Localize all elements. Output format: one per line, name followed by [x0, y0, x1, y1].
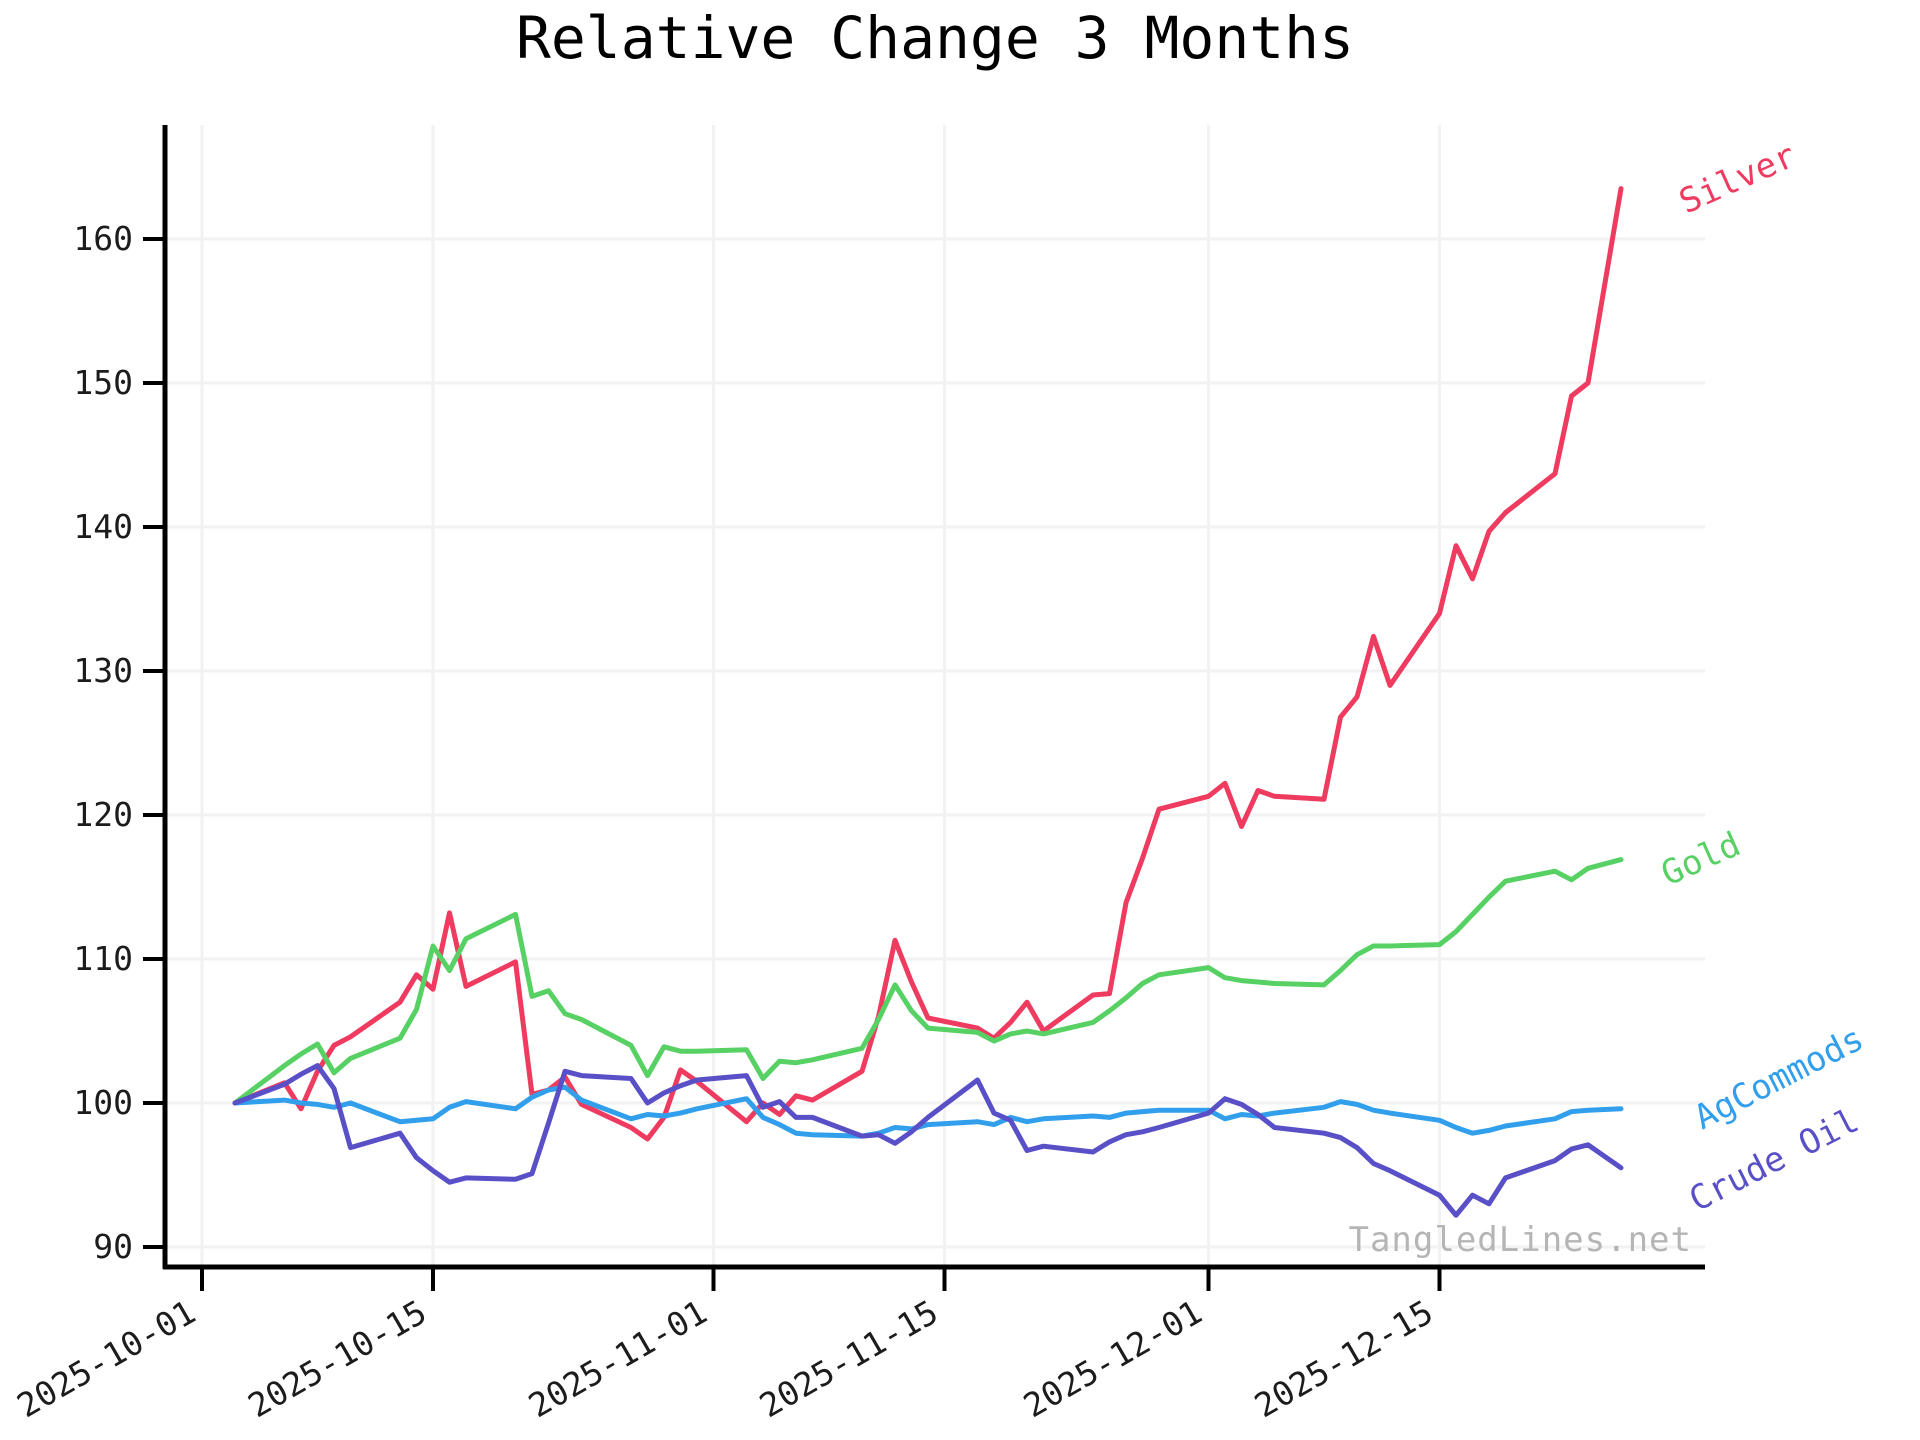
x-tick-label-2025-11-15: 2025-11-15 — [753, 1292, 945, 1425]
y-tick-label-130: 130 — [73, 651, 133, 690]
series-label-silver: Silver — [1673, 136, 1801, 223]
x-tick-label-2025-11-01: 2025-11-01 — [522, 1292, 714, 1425]
chart-title: Relative Change 3 Months — [515, 4, 1355, 72]
series-line-gold — [232, 857, 1624, 1106]
x-tick-label-2025-10-01: 2025-10-01 — [10, 1292, 202, 1425]
y-tick-label-90: 90 — [93, 1227, 133, 1266]
x-tick-label-2025-12-01: 2025-12-01 — [1017, 1292, 1209, 1425]
y-tick-label-140: 140 — [73, 507, 133, 546]
series-line-silver — [232, 186, 1624, 1142]
series-label-gold: Gold — [1655, 824, 1746, 894]
y-tick-label-110: 110 — [73, 939, 133, 978]
series-line-crude-oil — [232, 1063, 1624, 1218]
y-tick-label-100: 100 — [73, 1083, 133, 1122]
x-tick-label-2025-10-15: 2025-10-15 — [241, 1292, 433, 1425]
y-tick-label-150: 150 — [73, 363, 133, 402]
y-tick-label-160: 160 — [73, 219, 133, 258]
watermark: TangledLines.net — [1348, 1220, 1692, 1260]
y-tick-label-120: 120 — [73, 795, 133, 834]
x-tick-label-2025-12-15: 2025-12-15 — [1248, 1292, 1440, 1425]
series-line-agcommods — [232, 1084, 1624, 1139]
